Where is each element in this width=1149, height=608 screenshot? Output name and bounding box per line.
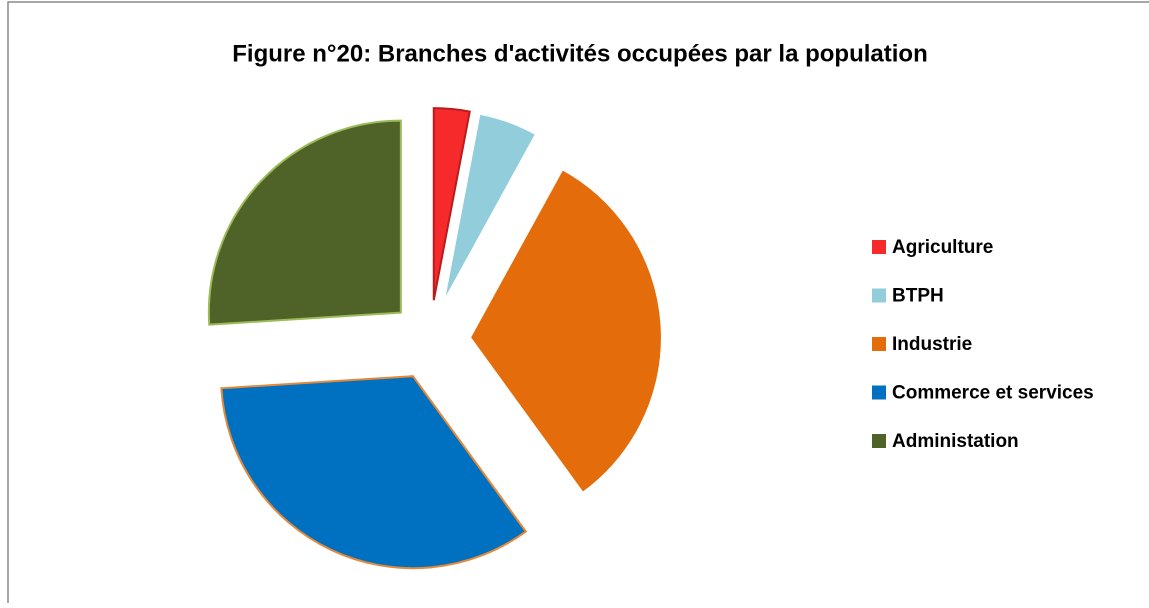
legend-label: Agriculture	[892, 237, 993, 258]
legend-swatch	[872, 434, 886, 448]
legend-swatch	[872, 288, 886, 303]
legend-label: Administation	[892, 431, 1019, 452]
legend-label: Commerce et services	[892, 383, 1094, 404]
pie-slice	[442, 112, 538, 303]
legend-swatch	[872, 337, 886, 351]
legend-swatch	[872, 385, 886, 400]
pie-slice	[207, 119, 402, 326]
pie-slice	[432, 107, 471, 301]
chart-title: Figure n°20: Branches d'activités occupé…	[232, 40, 927, 67]
legend-label: Industrie	[892, 334, 972, 355]
legend-swatch	[872, 240, 886, 254]
pie-slice	[220, 375, 528, 570]
pie-slice	[468, 167, 663, 495]
legend-label: BTPH	[892, 286, 944, 307]
